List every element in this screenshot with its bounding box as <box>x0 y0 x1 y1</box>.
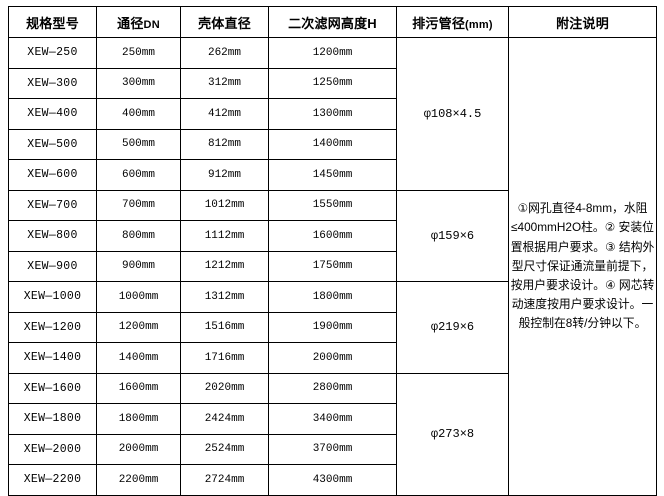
header-notes: 附注说明 <box>508 6 657 38</box>
cell-shell-diameter: 262mm <box>180 37 269 69</box>
cell-drain-diameter: φ159×6 <box>396 189 509 282</box>
cell-model: XEW—500 <box>8 128 97 160</box>
cell-dn: 1600mm <box>96 372 181 404</box>
cell-shell-diameter: 1012mm <box>180 189 269 221</box>
cell-drain-diameter: φ273×8 <box>396 372 509 496</box>
cell-screen-height: 1600mm <box>268 220 397 252</box>
cell-screen-height: 1800mm <box>268 281 397 313</box>
cell-dn: 400mm <box>96 98 181 130</box>
cell-screen-height: 1200mm <box>268 37 397 69</box>
cell-model: XEW—600 <box>8 159 97 191</box>
cell-shell-diameter: 2424mm <box>180 403 269 435</box>
cell-dn: 1800mm <box>96 403 181 435</box>
cell-shell-diameter: 2020mm <box>180 372 269 404</box>
header-screen-height: 二次滤网高度H <box>268 6 397 38</box>
table-row: XEW—1800 1800mm 2424mm 3400mm <box>8 403 657 435</box>
cell-dn: 900mm <box>96 250 181 282</box>
cell-screen-height: 1300mm <box>268 98 397 130</box>
table-row: XEW—700 700mm 1012mm 1550mm φ159×6 <box>8 189 657 282</box>
cell-screen-height: 1900mm <box>268 311 397 343</box>
cell-model: XEW—300 <box>8 67 97 99</box>
cell-model: XEW—700 <box>8 189 97 221</box>
cell-shell-diameter: 412mm <box>180 98 269 130</box>
cell-dn: 1400mm <box>96 342 181 374</box>
cell-model: XEW—1800 <box>8 403 97 435</box>
cell-model: XEW—1200 <box>8 311 97 343</box>
cell-model: XEW—800 <box>8 220 97 252</box>
cell-shell-diameter: 312mm <box>180 67 269 99</box>
cell-screen-height: 4300mm <box>268 464 397 496</box>
cell-shell-diameter: 912mm <box>180 159 269 191</box>
cell-screen-height: 1550mm <box>268 189 397 221</box>
cell-screen-height: 1400mm <box>268 128 397 160</box>
header-shell-diameter: 壳体直径 <box>180 6 269 38</box>
cell-dn: 2200mm <box>96 464 181 496</box>
cell-dn: 600mm <box>96 159 181 191</box>
cell-dn: 2000mm <box>96 433 181 465</box>
cell-shell-diameter: 1516mm <box>180 311 269 343</box>
cell-screen-height: 1750mm <box>268 250 397 282</box>
cell-shell-diameter: 1212mm <box>180 250 269 282</box>
header-row: 规格型号 通径DN 壳体直径 二次滤网高度H 排污管径(mm) 附注说明 <box>8 6 657 38</box>
cell-shell-diameter: 2724mm <box>180 464 269 496</box>
cell-dn: 300mm <box>96 67 181 99</box>
table-header: 规格型号 通径DN 壳体直径 二次滤网高度H 排污管径(mm) 附注说明 <box>8 6 657 38</box>
table-row: XEW—300 300mm 312mm 1250mm <box>8 67 657 99</box>
cell-drain-diameter: φ219×6 <box>396 281 509 374</box>
cell-model: XEW—2200 <box>8 464 97 496</box>
cell-model: XEW—900 <box>8 250 97 282</box>
cell-model: XEW—2000 <box>8 433 97 465</box>
cell-model: XEW—250 <box>8 37 97 69</box>
cell-screen-height: 2000mm <box>268 342 397 374</box>
table-row: XEW—500 500mm 812mm 1400mm <box>8 128 657 160</box>
header-drain-unit: (mm) <box>465 18 493 31</box>
table-row: XEW—800 800mm 1112mm 1600mm <box>8 220 657 252</box>
cell-dn: 1200mm <box>96 311 181 343</box>
cell-dn: 700mm <box>96 189 181 221</box>
cell-shell-diameter: 1112mm <box>180 220 269 252</box>
cell-shell-diameter: 1716mm <box>180 342 269 374</box>
cell-dn: 250mm <box>96 37 181 69</box>
table-row: XEW—1000 1000mm 1312mm 1800mm φ219×6 <box>8 281 657 374</box>
cell-model: XEW—400 <box>8 98 97 130</box>
table-row: XEW—2000 2000mm 2524mm 3700mm <box>8 433 657 465</box>
cell-screen-height: 3700mm <box>268 433 397 465</box>
cell-dn: 500mm <box>96 128 181 160</box>
cell-model: XEW—1400 <box>8 342 97 374</box>
cell-shell-diameter: 812mm <box>180 128 269 160</box>
table-body: XEW—250 250mm 262mm 1200mm φ108×4.5 ①网孔直径4-8m… <box>8 37 657 496</box>
cell-drain-diameter: φ108×4.5 <box>396 37 509 191</box>
cell-shell-diameter: 2524mm <box>180 433 269 465</box>
table-row: XEW—900 900mm 1212mm 1750mm <box>8 250 657 282</box>
table-row: XEW—600 600mm 912mm 1450mm <box>8 159 657 191</box>
table-row: XEW—250 250mm 262mm 1200mm φ108×4.5 ①网孔直径4-8m… <box>8 37 657 496</box>
header-dn-unit: DN <box>143 18 160 31</box>
cell-model: XEW—1600 <box>8 372 97 404</box>
cell-screen-height: 3400mm <box>268 403 397 435</box>
cell-shell-diameter: 1312mm <box>180 281 269 313</box>
notes-text: ①网孔直径4-8mm，水阻≤400mmH2O柱。② 安装位置根据用户要求。③ 结… <box>510 201 655 331</box>
cell-screen-height: 1450mm <box>268 159 397 191</box>
cell-notes: ①网孔直径4-8mm，水阻≤400mmH2O柱。② 安装位置根据用户要求。③ 结… <box>508 37 657 496</box>
cell-model: XEW—1000 <box>8 281 97 313</box>
table-row: XEW—400 400mm 412mm 1300mm <box>8 98 657 130</box>
cell-screen-height: 1250mm <box>268 67 397 99</box>
specification-table: 规格型号 通径DN 壳体直径 二次滤网高度H 排污管径(mm) 附注说明 XEW… <box>8 6 657 496</box>
header-dn: 通径DN <box>96 6 181 38</box>
specification-table-container: 规格型号 通径DN 壳体直径 二次滤网高度H 排污管径(mm) 附注说明 XEW… <box>8 6 657 496</box>
header-drain-diameter: 排污管径(mm) <box>396 6 509 38</box>
cell-dn: 800mm <box>96 220 181 252</box>
table-row: XEW—1600 1600mm 2020mm 2800mm φ273×8 <box>8 372 657 496</box>
cell-dn: 1000mm <box>96 281 181 313</box>
header-model: 规格型号 <box>8 6 97 38</box>
cell-screen-height: 2800mm <box>268 372 397 404</box>
